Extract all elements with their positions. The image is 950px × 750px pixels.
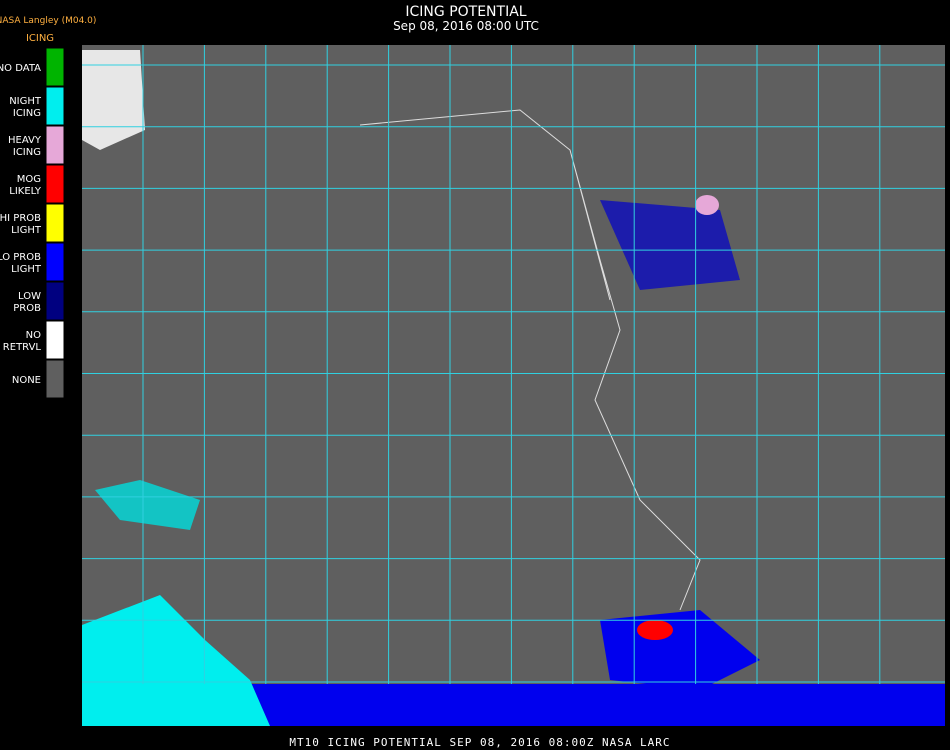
legend-label: ICING (13, 108, 41, 119)
legend-swatch (45, 203, 65, 243)
footer: MT10 ICING POTENTIAL SEP 08, 2016 08:00Z… (289, 736, 670, 749)
legend-label: HEAVY (8, 135, 42, 146)
legend-label: ICING (13, 147, 41, 158)
legend-swatch (45, 125, 65, 165)
legend-label: NO (26, 330, 41, 341)
no-retrieval-area (82, 50, 145, 150)
legend-label: RETRVL (3, 342, 42, 353)
legend-label: LOW (18, 291, 41, 302)
legend-label: MOG (17, 174, 41, 185)
legend-label: LO PROB (0, 252, 41, 263)
legend-label: LIGHT (11, 225, 42, 236)
coastline (359, 109, 701, 611)
legend-swatch (45, 242, 65, 282)
source: NASA Langley (M04.0) (0, 16, 96, 26)
legend-label: LIGHT (11, 264, 42, 275)
legend-label: NIGHT (9, 96, 42, 107)
legend-swatch (45, 47, 65, 87)
legend-label: NO DATA (0, 63, 41, 74)
map-background (82, 45, 945, 726)
graticule (82, 45, 945, 684)
product: ICING (26, 33, 54, 44)
legend-label: PROB (13, 303, 41, 314)
legend-label: LIKELY (9, 186, 42, 197)
title: ICING POTENTIAL (405, 4, 526, 20)
legend-swatch (45, 164, 65, 204)
legend-label: HI PROB (0, 213, 41, 224)
night-icing-area (82, 595, 270, 726)
legend-label: NONE (12, 375, 41, 386)
legend-swatch (45, 281, 65, 321)
time: Sep 08, 2016 08:00 UTC (393, 19, 539, 33)
legend-swatch (45, 359, 65, 399)
map (82, 45, 945, 726)
icing-area (600, 200, 740, 290)
legend-swatch (45, 320, 65, 360)
mog-area (637, 620, 673, 640)
heavy-icing-area (695, 195, 719, 215)
legend-swatch (45, 86, 65, 126)
night-icing-area (95, 480, 200, 530)
